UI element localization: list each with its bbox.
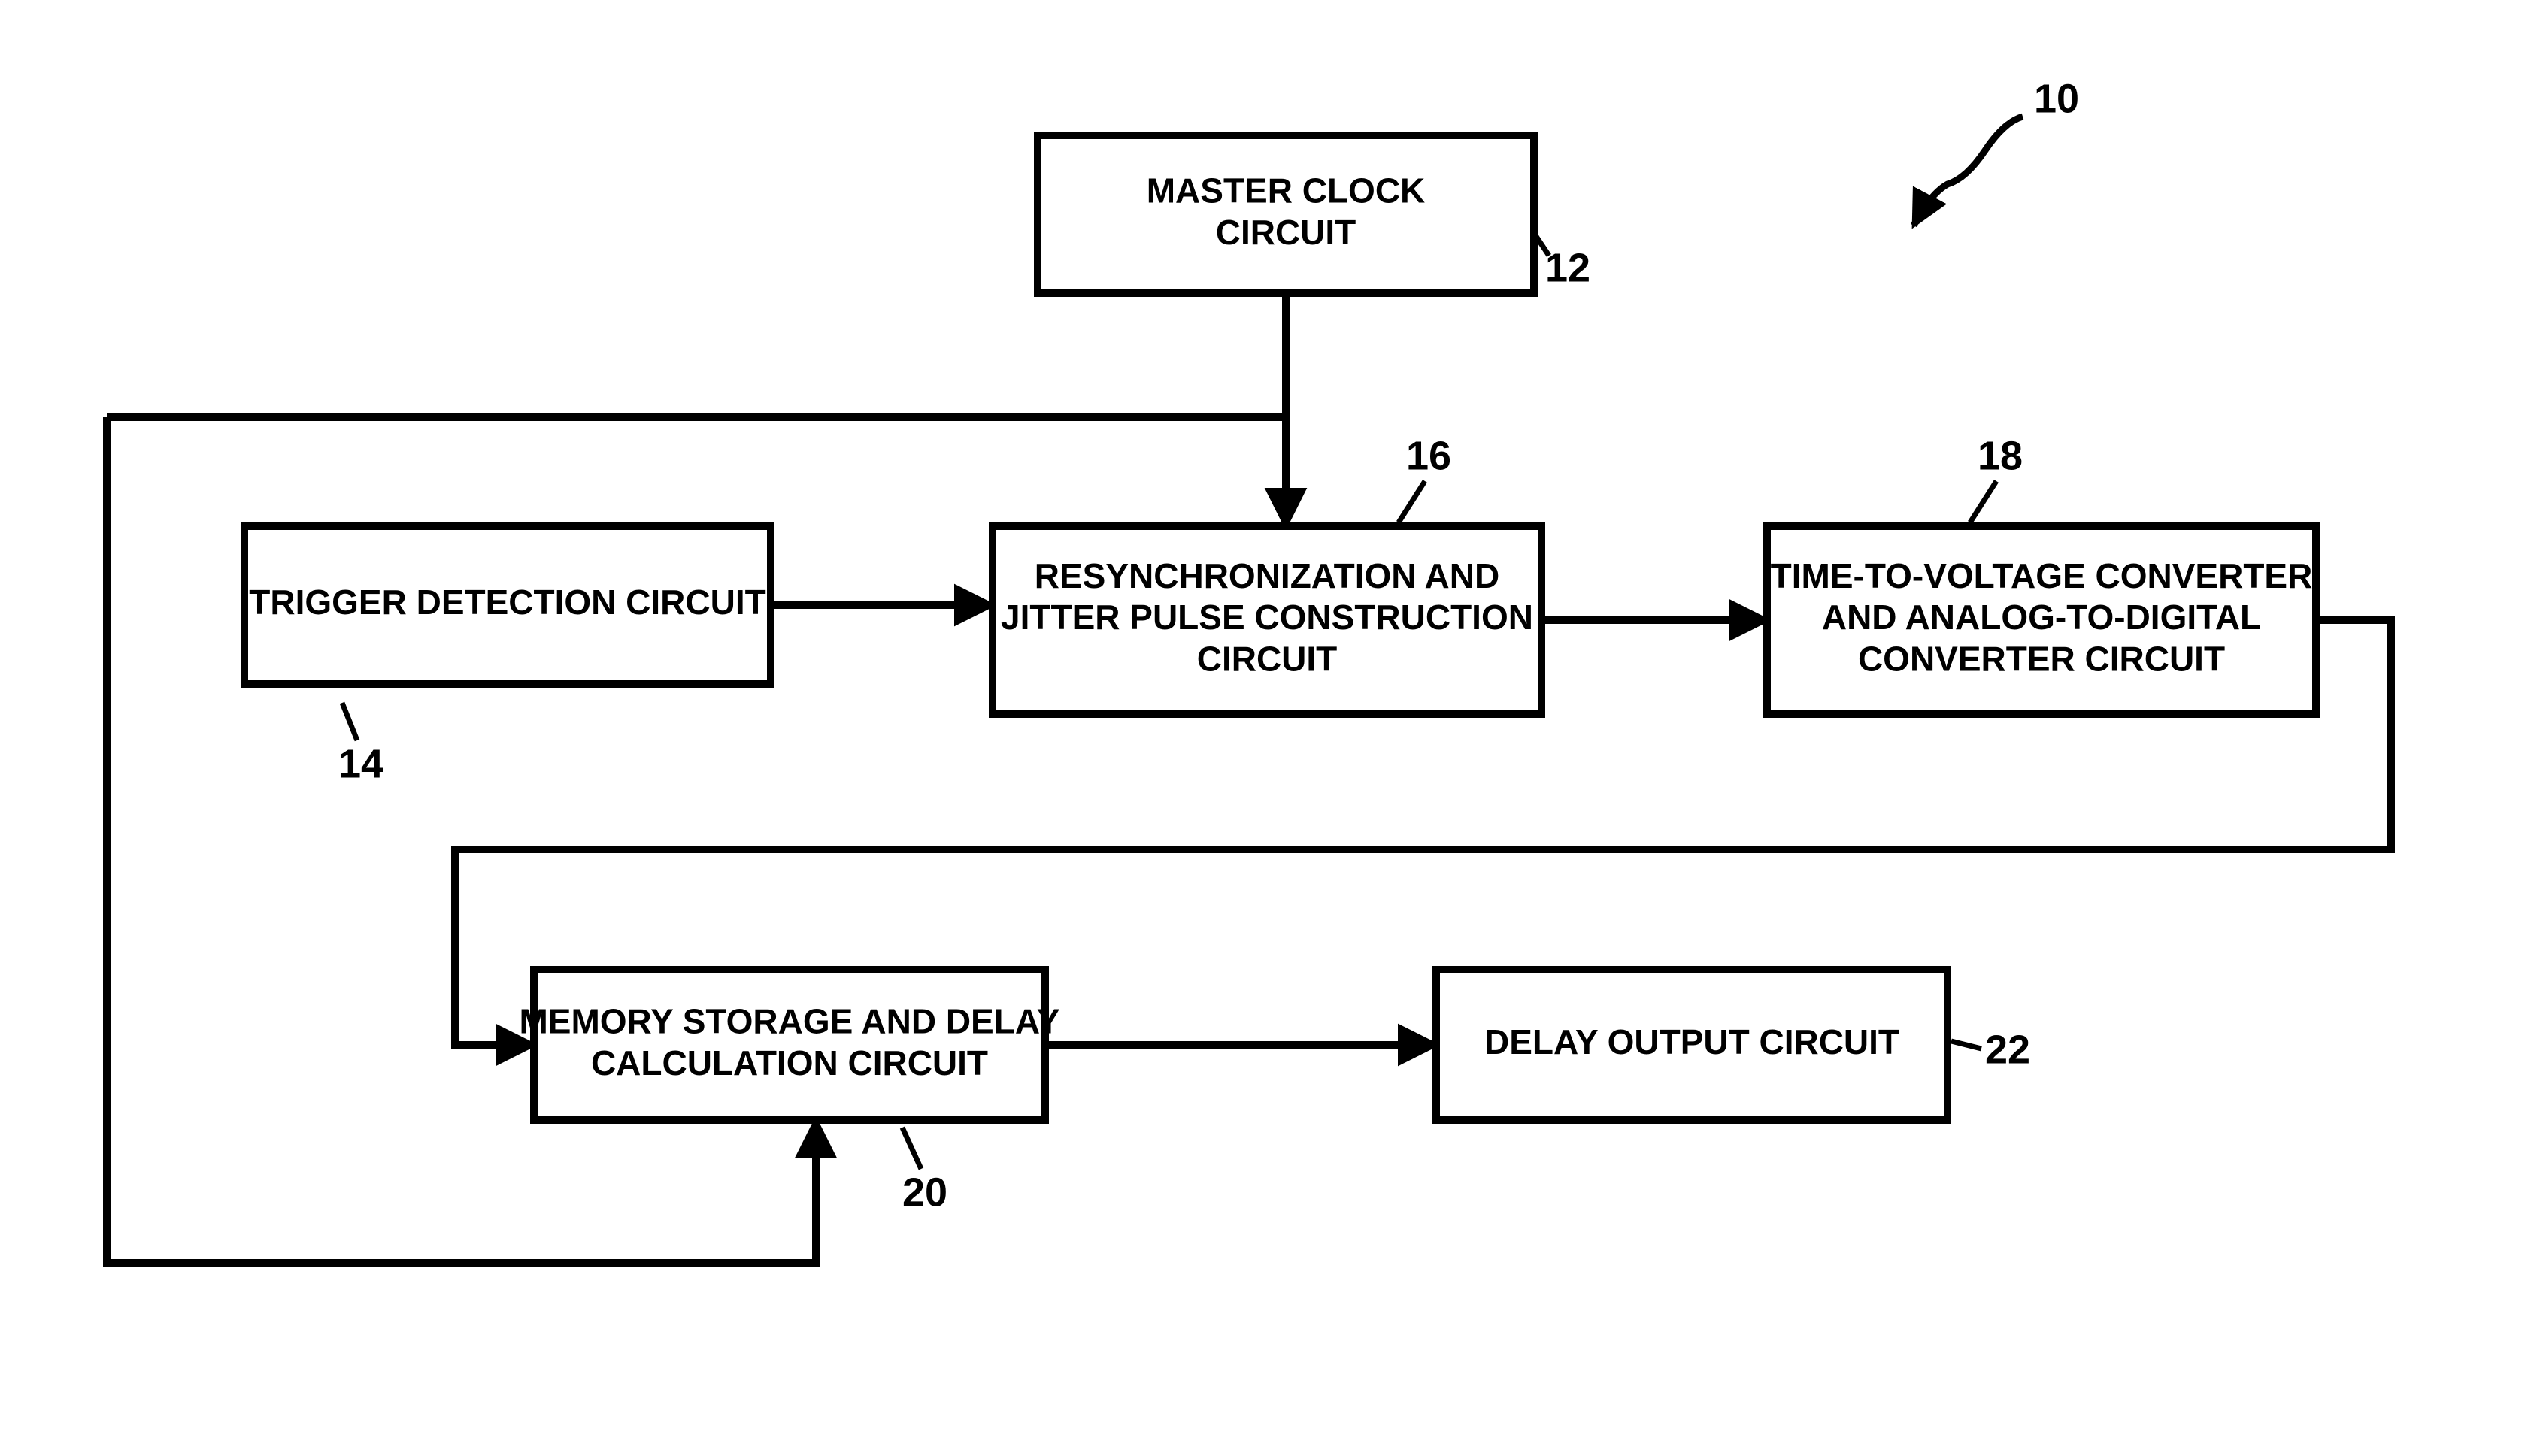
block-mem_delay-label-line-0: MEMORY STORAGE AND DELAY bbox=[519, 1002, 1059, 1041]
block-tvc_adc-label-line-0: TIME-TO-VOLTAGE CONVERTER bbox=[1771, 556, 2313, 595]
block-resync-label-line-1: JITTER PULSE CONSTRUCTION bbox=[1001, 598, 1533, 637]
block-tvc_adc-label-line-2: CONVERTER CIRCUIT bbox=[1858, 639, 2225, 678]
block-delay_out-label-line-0: DELAY OUTPUT CIRCUIT bbox=[1484, 1022, 1899, 1061]
ref-number-tvc_adc: 18 bbox=[1978, 433, 2023, 478]
block-tvc_adc-label-line-1: AND ANALOG-TO-DIGITAL bbox=[1822, 598, 2261, 637]
block-trigger_detect-label-line-0: TRIGGER DETECTION CIRCUIT bbox=[249, 583, 765, 622]
figure-ref-number: 10 bbox=[2034, 76, 2079, 121]
block-delay_out: DELAY OUTPUT CIRCUIT 22 bbox=[1436, 970, 2030, 1120]
block-resync-label-line-0: RESYNCHRONIZATION AND bbox=[1035, 556, 1499, 595]
ref-number-resync: 16 bbox=[1406, 433, 1451, 478]
ref-number-trigger_detect: 14 bbox=[338, 741, 383, 786]
block-master_clock-label-line-0: MASTER CLOCK bbox=[1147, 171, 1426, 210]
block-master_clock: MASTER CLOCKCIRCUIT 12 bbox=[1038, 135, 1590, 293]
ref-number-mem_delay: 20 bbox=[902, 1170, 947, 1215]
block-master_clock-label-line-1: CIRCUIT bbox=[1216, 213, 1356, 252]
ref-number-master_clock: 12 bbox=[1545, 245, 1590, 290]
block-resync-label-line-2: CIRCUIT bbox=[1197, 639, 1338, 678]
block-mem_delay-label-line-1: CALCULATION CIRCUIT bbox=[591, 1043, 988, 1082]
ref-number-delay_out: 22 bbox=[1985, 1027, 2030, 1072]
